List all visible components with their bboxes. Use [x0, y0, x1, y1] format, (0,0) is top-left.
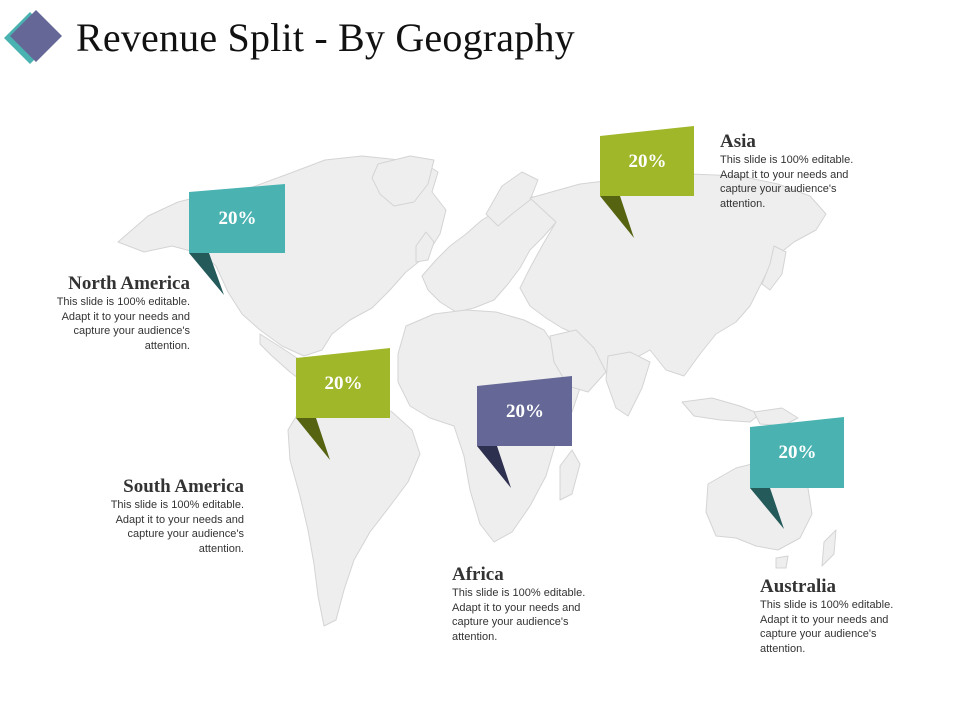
callout-flag [189, 184, 285, 253]
region-name: Australia [760, 576, 836, 597]
callout-south-america: 20% [296, 348, 391, 460]
region-description: This slide is 100% editable. Adapt it to… [720, 154, 854, 210]
map-new-zealand [821, 529, 837, 567]
region-name: Africa [452, 564, 504, 585]
percent-label: 20% [324, 373, 363, 394]
percent-label: 20% [506, 401, 544, 422]
callout-pointer [189, 253, 224, 295]
region-description: This slide is 100% editable. Adapt it to… [110, 499, 244, 555]
region-south-america: South America This slide is 100% editabl… [84, 476, 244, 556]
map-uk [415, 231, 435, 263]
callout-flag [750, 417, 844, 488]
percent-label: 20% [628, 151, 667, 172]
map-indonesia [681, 397, 761, 423]
region-north-america: North America This slide is 100% editabl… [30, 273, 190, 353]
callout-flag [477, 376, 572, 446]
region-description: This slide is 100% editable. Adapt it to… [452, 587, 586, 643]
map-india [605, 351, 651, 417]
callout-asia: 20% [600, 126, 695, 238]
region-name: South America [123, 476, 244, 497]
callout-australia: 20% [750, 417, 845, 529]
region-name: Asia [720, 131, 756, 152]
map-new-guinea [753, 407, 799, 427]
region-africa: Africa This slide is 100% editable. Adap… [452, 564, 612, 644]
region-description: This slide is 100% editable. Adapt it to… [760, 599, 894, 655]
callout-pointer [600, 196, 634, 238]
callout-africa: 20% [477, 376, 573, 488]
map-asia [519, 173, 827, 377]
callout-flag [296, 348, 390, 418]
region-name: North America [68, 273, 190, 294]
region-description: This slide is 100% editable. Adapt it to… [56, 296, 190, 352]
region-asia: Asia This slide is 100% editable. Adapt … [720, 131, 880, 211]
callout-pointer [296, 418, 330, 460]
map-arabia [549, 329, 607, 393]
map-greenland [371, 155, 435, 207]
map-scandinavia [485, 171, 539, 227]
region-australia: Australia This slide is 100% editable. A… [760, 576, 920, 656]
callout-north-america: 20% [189, 184, 286, 295]
callout-flag [600, 126, 694, 196]
percent-label: 20% [218, 208, 257, 229]
callout-pointer [750, 488, 784, 529]
percent-label: 20% [778, 442, 817, 463]
slide-title: Revenue Split - By Geography [76, 15, 575, 60]
map-madagascar [559, 449, 581, 501]
map-japan [761, 245, 787, 291]
title-diamond-icon [4, 10, 62, 64]
map-tasmania [775, 555, 789, 569]
callout-pointer [477, 446, 511, 488]
